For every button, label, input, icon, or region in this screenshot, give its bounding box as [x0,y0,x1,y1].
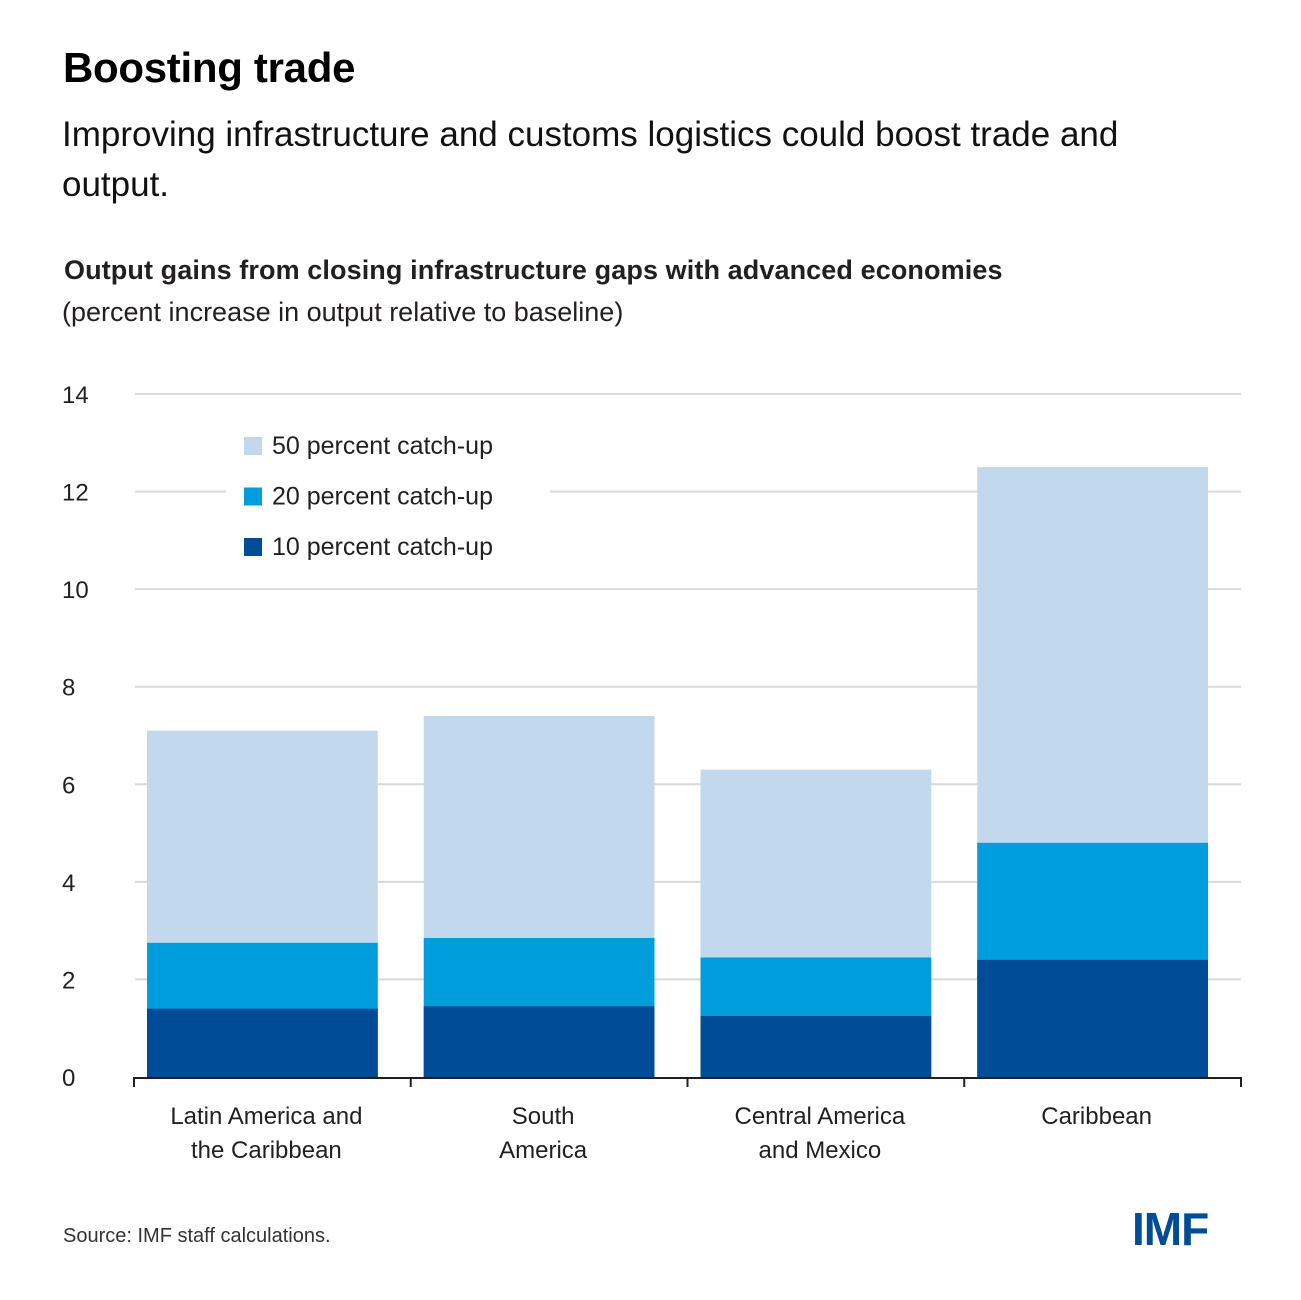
legend-label: 50 percent catch-up [272,432,493,460]
legend-label: 10 percent catch-up [272,533,493,561]
page-title: Boosting trade [63,44,356,91]
legend-swatch [244,437,262,455]
x-tick-label: Central America [735,1103,906,1130]
y-tick-label: 10 [62,577,89,604]
y-tick-label: 2 [62,967,75,994]
x-axis [133,1077,1242,1087]
chart-title: Output gains from closing infrastructure… [64,255,1003,285]
bar-segment-10-pct [423,1006,655,1077]
imf-logo: IMF [1132,1203,1209,1255]
x-tick-label: America [499,1137,588,1164]
bars [147,467,1208,1077]
y-tick-label: 4 [62,870,75,897]
chart-subtitle: (percent increase in output relative to … [62,297,624,327]
x-tick-label: Caribbean [1041,1103,1152,1130]
x-axis-labels: Latin America and the Caribbean South Ameri… [170,1103,1152,1164]
x-tick-label: Latin America and [170,1103,362,1130]
y-tick-label: 8 [62,675,75,702]
legend-swatch [244,538,262,556]
legend-swatch [244,487,262,506]
bar-segment-10-pct [700,1016,932,1077]
y-tick-label: 6 [62,772,75,799]
x-tick-label: the Caribbean [191,1137,342,1164]
bar-segment-10-pct [147,1008,378,1077]
y-tick-label: 0 [62,1065,75,1092]
legend: 50 percent catch-up 20 percent catch-up 10… [226,423,550,563]
y-axis-ticks: 0 2 4 6 8 10 12 14 [62,382,89,1092]
x-tick-label: South [512,1103,575,1130]
y-tick-label: 14 [62,382,89,409]
legend-background [226,423,550,563]
y-tick-label: 12 [62,480,89,507]
legend-label: 20 percent catch-up [272,483,493,511]
page-subtitle: Improving infrastructure and customs log… [62,115,1119,204]
source-note: Source: IMF staff calculations. [63,1225,331,1247]
x-tick-label: and Mexico [759,1137,882,1164]
bar-segment-10-pct [977,959,1208,1077]
